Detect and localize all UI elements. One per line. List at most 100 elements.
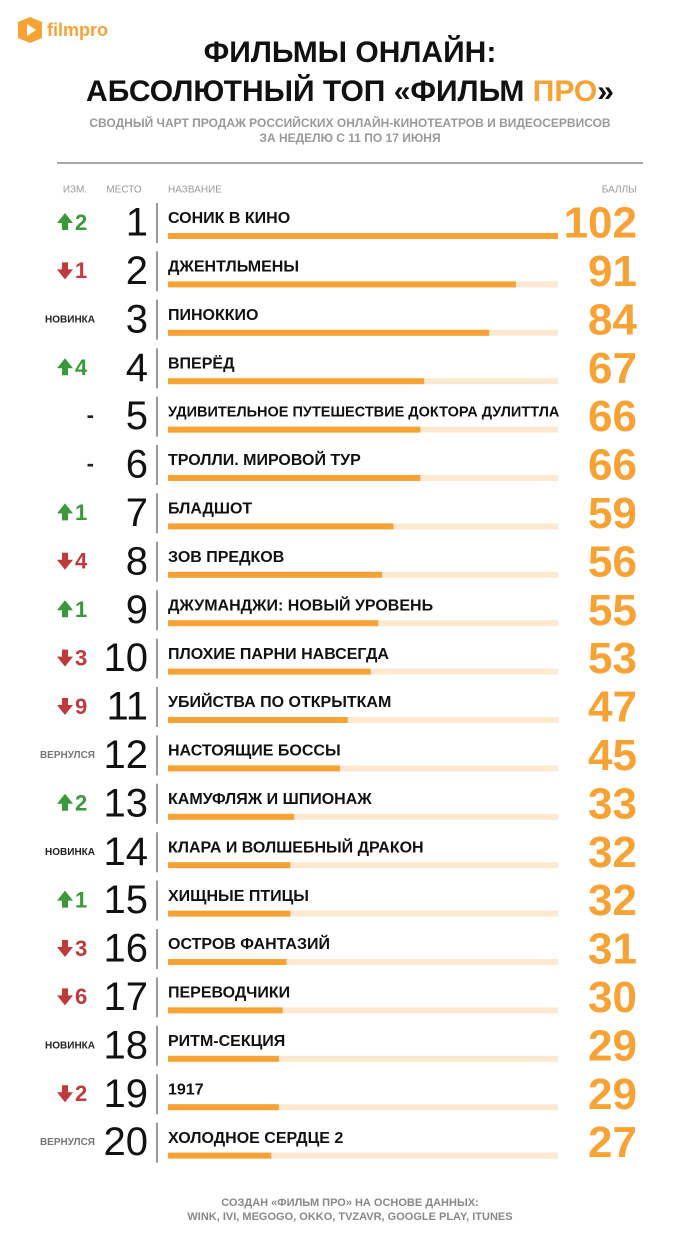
trend-arrow: [57, 600, 73, 618]
rank: 9: [126, 588, 148, 632]
film-name: ВПЕРЁД: [168, 354, 235, 372]
rank: 5: [126, 394, 148, 438]
change-label: 2: [75, 1081, 87, 1106]
bar-track: [168, 1152, 558, 1159]
change-label: 1: [75, 887, 87, 912]
bar: [168, 620, 379, 627]
score: 45: [588, 731, 637, 780]
change-label: 3: [75, 936, 87, 961]
change-label: 4: [75, 549, 88, 574]
rank: 17: [104, 975, 149, 1019]
score: 30: [588, 973, 637, 1022]
trend-arrow: [57, 358, 73, 376]
change-label: 2: [75, 210, 87, 235]
score: 102: [564, 199, 637, 248]
film-name: 1917: [168, 1081, 204, 1098]
film-name: ЗОВ ПРЕДКОВ: [168, 549, 284, 566]
subtitle: СВОДНЫЙ ЧАРТ ПРОДАЖ РОССИЙСКИХ ОНЛАЙН-КИ…: [89, 115, 611, 130]
bar-track: [168, 1055, 558, 1062]
bar: [168, 378, 425, 385]
score: 56: [588, 537, 637, 586]
score: 59: [588, 489, 637, 538]
trend-arrow: [57, 552, 73, 570]
rank: 12: [104, 733, 149, 777]
score: 84: [588, 295, 637, 344]
bar-track: [168, 717, 558, 723]
rank: 8: [126, 539, 148, 583]
rank: 3: [126, 297, 148, 341]
bar: [168, 281, 516, 288]
film-name: ДЖЕНТЛЬМЕНЫ: [168, 259, 299, 276]
logo-play: [27, 24, 36, 36]
title-line: АБСОЛЮТНЫЙ ТОП «ФИЛЬМ ПРО»: [86, 74, 614, 108]
column-header: ИЗМ.: [63, 185, 87, 196]
bar: [168, 959, 287, 965]
score: 29: [588, 1070, 637, 1119]
bar-track: [168, 959, 558, 965]
change-label: 6: [75, 984, 87, 1009]
bar: [168, 475, 421, 481]
trend-arrow: [57, 503, 73, 521]
bar: [168, 426, 421, 433]
title-text: АБСОЛЮТНЫЙ ТОП «ФИЛЬМ: [86, 74, 533, 108]
bar-track: [168, 910, 558, 917]
film-name: ХОЛОДНОЕ СЕРДЦЕ 2: [168, 1130, 343, 1147]
rank: 14: [104, 830, 149, 874]
change-label: 1: [75, 258, 87, 283]
rank: 18: [104, 1023, 149, 1067]
bar: [168, 523, 394, 530]
bar: [168, 1007, 283, 1014]
rank: 20: [104, 1120, 149, 1164]
column-header: БАЛЛЫ: [602, 185, 637, 196]
score: 91: [588, 247, 637, 296]
film-name: НАСТОЯЩИЕ БОССЫ: [168, 743, 341, 760]
bar: [168, 717, 348, 723]
bar: [168, 233, 558, 239]
film-name: БЛАДШОТ: [168, 501, 252, 518]
change-label: 1: [75, 597, 87, 622]
film-name: ПЕРЕВОДЧИКИ: [168, 985, 290, 1002]
logo-text: filmpro: [47, 20, 108, 40]
trend-arrow: [57, 698, 73, 715]
bar: [168, 1152, 272, 1159]
bar-track: [168, 862, 558, 869]
film-name: ПИНОККИО: [168, 307, 258, 324]
trend-arrow: [57, 793, 73, 811]
column-header: НАЗВАНИЕ: [168, 185, 222, 196]
film-name: КАМУФЛЯЖ И ШПИОНАЖ: [168, 791, 372, 808]
bar: [168, 668, 371, 675]
bar-track: [168, 765, 558, 772]
bar: [168, 1055, 279, 1062]
film-name: ПЛОХИЕ ПАРНИ НАВСЕГДА: [168, 646, 389, 663]
rank: 7: [126, 491, 148, 535]
film-name: ОСТРОВ ФАНТАЗИЙ: [168, 934, 330, 953]
bar-track: [168, 813, 558, 820]
film-name: РИТМ-СЕКЦИЯ: [168, 1033, 285, 1050]
film-name: ДЖУМАНДЖИ: НОВЫЙ УРОВЕНЬ: [168, 595, 433, 614]
trend-arrow: [57, 940, 73, 957]
rank: 2: [126, 249, 148, 293]
score: 33: [588, 779, 637, 828]
film-name: КЛАРА И ВОЛШЕБНЫЙ ДРАКОН: [168, 837, 424, 856]
bar: [168, 910, 291, 917]
rank: 16: [104, 927, 149, 971]
trend-arrow: [57, 890, 73, 908]
score: 66: [588, 392, 637, 441]
title-text: »: [597, 75, 614, 108]
score: 27: [588, 1118, 637, 1167]
change-label: ВЕРНУЛСЯ: [40, 1137, 95, 1148]
bar-track: [168, 1104, 558, 1111]
title-line: ФИЛЬМЫ ОНЛАЙН:: [204, 35, 497, 69]
bar: [168, 765, 341, 772]
trend-arrow: [57, 213, 73, 230]
change-label: 1: [75, 500, 87, 525]
rank: 6: [126, 443, 148, 487]
film-name: СОНИК В КИНО: [168, 210, 290, 227]
rank: 15: [104, 878, 149, 922]
score: 67: [588, 344, 637, 393]
trend-arrow: [57, 262, 73, 280]
trend-arrow: [57, 1085, 73, 1103]
rank: 10: [104, 636, 149, 680]
